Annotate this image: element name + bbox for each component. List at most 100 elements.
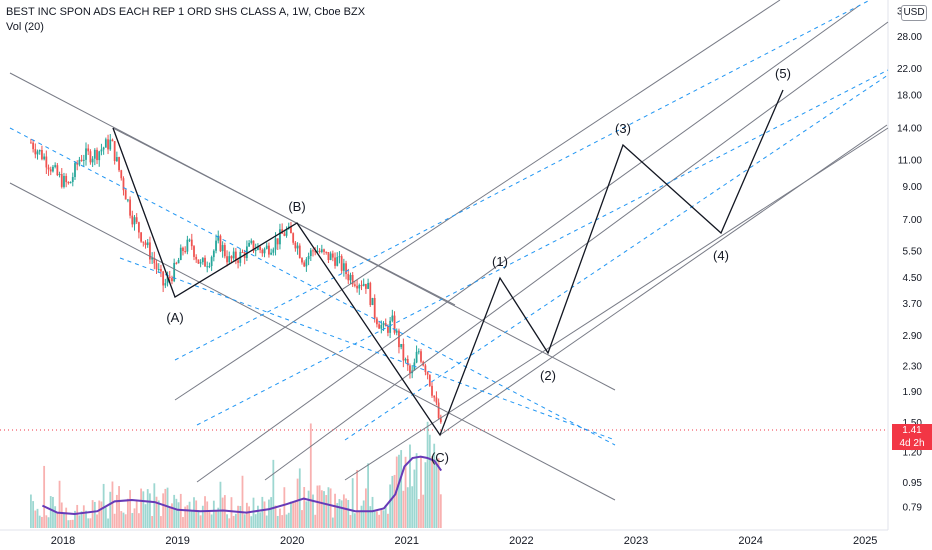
candle-body bbox=[85, 148, 87, 160]
candle-body bbox=[164, 283, 167, 286]
dashed-channel-line bbox=[174, 0, 871, 361]
volume-bar bbox=[351, 478, 354, 528]
volume-bar bbox=[373, 510, 376, 528]
volume-indicator-label[interactable]: Vol (20) bbox=[6, 21, 44, 33]
candle-body bbox=[318, 250, 321, 252]
candle-body bbox=[144, 242, 147, 246]
volume-bar bbox=[411, 486, 414, 528]
volume-bar bbox=[338, 499, 341, 528]
volume-bar bbox=[404, 456, 407, 528]
candle-body bbox=[138, 222, 140, 233]
volume-bar bbox=[171, 503, 173, 528]
volume-bar bbox=[268, 499, 270, 528]
volume-bar bbox=[188, 501, 191, 528]
trend-line bbox=[439, 124, 888, 436]
time-tick-label: 2019 bbox=[165, 535, 189, 547]
volume-bar bbox=[279, 508, 281, 528]
volume-bar bbox=[212, 500, 215, 528]
volume-bar bbox=[129, 490, 131, 528]
time-axis[interactable]: 2018 2019 2020 2021 2022 2023 2024 2025 bbox=[51, 535, 878, 547]
trend-line bbox=[196, 4, 861, 483]
candle-body bbox=[364, 283, 367, 289]
candle-body bbox=[186, 239, 189, 252]
price-tick-label: 18.00 bbox=[897, 90, 922, 101]
volume-bar bbox=[151, 516, 154, 528]
price-tick-label: 14.00 bbox=[897, 124, 922, 135]
price-tick-label: 0.79 bbox=[903, 503, 923, 514]
volume-bar bbox=[309, 423, 312, 528]
volume-bar bbox=[387, 513, 389, 528]
candle-body bbox=[380, 325, 383, 329]
volume-bar bbox=[437, 458, 440, 528]
candle-body bbox=[208, 266, 211, 268]
candle-body bbox=[111, 139, 114, 142]
candle-body bbox=[155, 263, 158, 270]
volume-bar bbox=[195, 500, 198, 528]
volume-bar bbox=[208, 511, 211, 528]
volume-bar bbox=[325, 495, 328, 528]
candle-body bbox=[162, 271, 165, 286]
volume-bar bbox=[356, 469, 358, 528]
volume-bar bbox=[173, 494, 176, 528]
volume-bar bbox=[287, 512, 290, 528]
candle-body bbox=[58, 174, 61, 176]
volume-bar bbox=[283, 487, 286, 528]
candle-body bbox=[387, 326, 389, 333]
candle-body bbox=[312, 250, 314, 252]
time-tick-label: 2024 bbox=[738, 535, 762, 547]
candle-body bbox=[49, 169, 52, 172]
volume-bar bbox=[234, 513, 237, 528]
price-tick-label: 2.90 bbox=[903, 331, 923, 342]
candle-body bbox=[96, 149, 98, 161]
price-tick-label: 11.00 bbox=[898, 155, 923, 166]
volume-bar bbox=[237, 505, 239, 528]
price-axis[interactable]: 34.0028.0022.0018.0014.0011.009.007.005.… bbox=[897, 7, 922, 514]
symbol-title[interactable]: BEST INC SPON ADS EACH REP 1 ORD SHS CLA… bbox=[6, 6, 366, 18]
time-tick-label: 2021 bbox=[395, 535, 419, 547]
candle-body bbox=[241, 251, 244, 253]
volume-bar bbox=[190, 511, 193, 528]
candle-body bbox=[82, 159, 85, 161]
price-tick-label: 2.30 bbox=[903, 362, 923, 373]
candle-body bbox=[378, 324, 381, 329]
candle-body bbox=[373, 297, 376, 319]
volume-bar bbox=[228, 518, 231, 528]
wave-label: (A) bbox=[166, 310, 183, 325]
candle-body bbox=[428, 374, 431, 386]
candle-body bbox=[389, 320, 392, 333]
candle-body bbox=[342, 263, 345, 271]
candle-body bbox=[36, 151, 39, 155]
candle-body bbox=[215, 240, 217, 251]
candle-body bbox=[175, 262, 178, 264]
volume-bar bbox=[259, 512, 262, 528]
candle-body bbox=[67, 182, 70, 184]
volume-bar bbox=[439, 494, 442, 528]
candle-body bbox=[206, 266, 209, 268]
volume-bar bbox=[104, 507, 107, 528]
candle-body bbox=[54, 165, 57, 167]
volume-bar bbox=[34, 510, 37, 528]
candle-body bbox=[230, 256, 233, 259]
candle-body bbox=[177, 259, 180, 264]
candle-body bbox=[124, 190, 127, 200]
candle-body bbox=[362, 283, 365, 286]
volume-bar bbox=[336, 503, 339, 528]
volume-bar bbox=[131, 513, 134, 528]
candle-body bbox=[219, 235, 222, 252]
volume-bar bbox=[433, 443, 436, 528]
volume-bar bbox=[65, 507, 68, 528]
volume-bar bbox=[431, 456, 433, 528]
candle-body bbox=[371, 297, 374, 305]
candle-body bbox=[118, 157, 120, 171]
candle-body bbox=[376, 318, 378, 325]
volume-bar bbox=[347, 499, 350, 528]
candle-body bbox=[182, 247, 184, 252]
volume-bar bbox=[380, 509, 383, 528]
currency-badge[interactable]: USD bbox=[901, 5, 927, 21]
candle-body bbox=[270, 252, 273, 255]
price-tick-label: 28.00 bbox=[897, 32, 922, 43]
volume-bar bbox=[155, 496, 158, 528]
candle-body bbox=[232, 251, 235, 259]
